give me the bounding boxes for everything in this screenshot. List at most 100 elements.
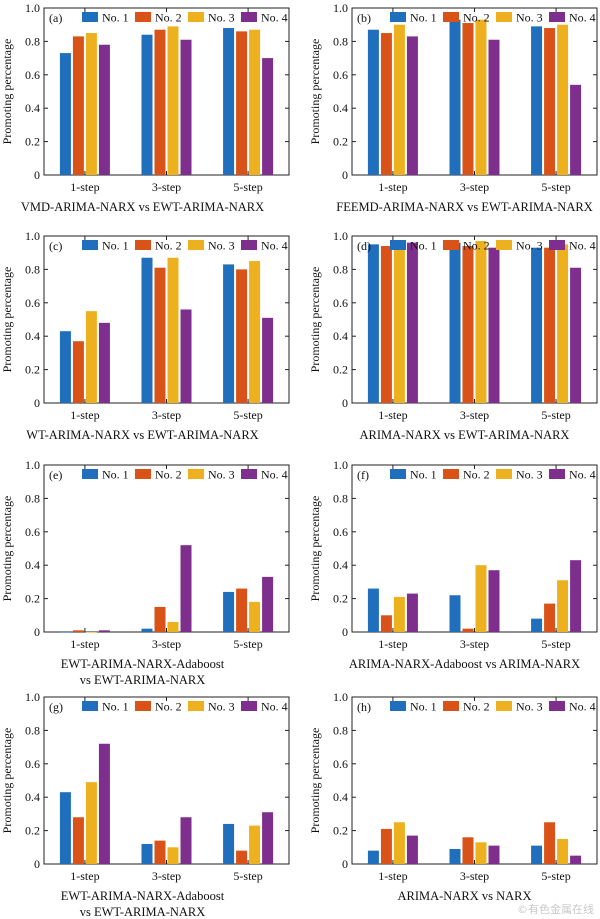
legend-swatch [82, 469, 98, 479]
panel-g: 0 0.2 0.4 0.6 0.8 1.0 Promoting percentage 1-st… [0, 690, 290, 919]
legend-label: No. 1 [410, 700, 437, 714]
panel-h: 0 0.2 0.4 0.6 0.8 1.0 Promoting percentage 1-st… [308, 690, 598, 903]
x-tick-label: 3-step [152, 180, 181, 194]
panel-label: (e) [49, 468, 62, 482]
x-tick-label: 5-step [233, 180, 262, 194]
x-tick-label: 1-step [378, 180, 407, 194]
y-tick-label: 0.8 [25, 491, 40, 505]
y-tick-label: 0.4 [333, 329, 348, 343]
bar-no2-5-step [544, 247, 556, 403]
y-tick-label: 0.2 [25, 135, 40, 149]
legend-label: No. 3 [208, 11, 235, 25]
panel-label: (h) [357, 700, 371, 714]
legend-swatch [241, 469, 257, 479]
legend-label: No. 3 [208, 239, 235, 253]
bar-no3-3-step [167, 26, 179, 176]
panel-b: 0 0.2 0.4 0.6 0.8 1.0 Promoting percentage 1-st… [308, 1, 598, 214]
legend-label: No. 1 [102, 468, 129, 482]
bar-no4-1-step [406, 242, 418, 403]
bar-no1-3-step [449, 848, 461, 864]
bar-no2-5-step [544, 603, 556, 632]
panel-caption: ARIMA-NARX-Adaboost vs ARIMA-NARX [349, 657, 580, 671]
legend-label: No. 4 [261, 468, 288, 482]
bar-no1-1-step [367, 244, 379, 403]
bar-no2-5-step [236, 31, 248, 175]
panel-f: 0 0.2 0.4 0.6 0.8 1.0 Promoting percentage 1-st… [308, 458, 598, 671]
panel-d: 0 0.2 0.4 0.6 0.8 1.0 Promoting percentage 1-st… [308, 229, 598, 442]
bar-no1-3-step [141, 257, 153, 403]
y-tick-label: 0 [34, 168, 40, 182]
bar-no1-5-step [531, 845, 543, 864]
x-tick-label: 1-step [378, 869, 407, 883]
bar-no2-1-step [380, 33, 392, 175]
bar-no1-1-step [59, 792, 71, 864]
legend-swatch [390, 701, 406, 711]
bar-no1-3-step [449, 595, 461, 632]
legend-swatch [135, 12, 151, 22]
legend-label: No. 3 [516, 468, 543, 482]
x-tick-label: 5-step [541, 637, 570, 651]
x-tick-label: 5-step [541, 869, 570, 883]
panel-label: (c) [49, 239, 62, 253]
x-tick-label: 5-step [233, 408, 262, 422]
x-tick-label: 1-step [70, 408, 99, 422]
x-tick-label: 5-step [541, 180, 570, 194]
bar-no4-3-step [180, 545, 192, 632]
y-tick-label: 0.6 [25, 68, 40, 82]
y-tick-label: 0 [34, 857, 40, 871]
legend-label: No. 1 [410, 239, 437, 253]
x-tick-label: 3-step [460, 637, 489, 651]
bar-no1-3-step [141, 34, 153, 175]
bar-no4-1-step [406, 835, 418, 864]
y-tick-label: 0.2 [333, 135, 348, 149]
bar-no4-1-step [98, 743, 110, 864]
y-tick-label: 0 [342, 168, 348, 182]
y-tick-label: 1.0 [25, 1, 40, 15]
bar-no2-3-step [462, 837, 474, 864]
panel-e: 0 0.2 0.4 0.6 0.8 1.0 Promoting percentage 1-st… [0, 458, 290, 687]
bar-no2-5-step [236, 588, 248, 632]
y-tick-label: 0.2 [333, 824, 348, 838]
bar-no2-3-step [462, 628, 474, 632]
bar-no4-3-step [180, 309, 192, 403]
panel-label: (d) [357, 239, 371, 253]
bar-no3-5-step [249, 825, 261, 864]
legend-label: No. 3 [516, 239, 543, 253]
x-tick-label: 5-step [541, 408, 570, 422]
bar-no3-3-step [475, 565, 487, 632]
bar-no4-1-step [98, 44, 110, 175]
legend-swatch [188, 12, 204, 22]
y-tick-label: 0.4 [25, 790, 40, 804]
y-tick-label: 0 [342, 396, 348, 410]
y-tick-label: 0.8 [333, 723, 348, 737]
legend-swatch [549, 469, 565, 479]
bar-no4-3-step [488, 570, 500, 632]
legend-label: No. 2 [463, 468, 490, 482]
bar-no1-5-step [223, 264, 235, 403]
legend-swatch [188, 469, 204, 479]
bar-no3-5-step [249, 261, 261, 403]
bar-no3-1-step [393, 241, 405, 403]
y-tick-label: 1.0 [333, 458, 348, 472]
legend-label: No. 3 [516, 11, 543, 25]
y-tick-label: 0.8 [25, 34, 40, 48]
panel-caption: vs EWT-ARIMA-NARX [80, 673, 206, 687]
legend-label: No. 1 [102, 700, 129, 714]
bar-no1-5-step [531, 247, 543, 403]
bar-no2-1-step [380, 246, 392, 403]
y-tick-label: 1.0 [333, 690, 348, 704]
legend-swatch [443, 12, 459, 22]
y-tick-label: 0 [342, 625, 348, 639]
legend-label: No. 3 [208, 468, 235, 482]
y-tick-label: 0.6 [25, 757, 40, 771]
y-tick-label: 0 [34, 625, 40, 639]
legend-swatch [135, 701, 151, 711]
legend-label: No. 2 [155, 700, 182, 714]
y-axis-title: Promoting percentage [308, 267, 322, 373]
y-tick-label: 0.4 [333, 558, 348, 572]
bar-no4-3-step [488, 39, 500, 176]
legend-swatch [241, 12, 257, 22]
legend-swatch [496, 240, 512, 250]
y-axis-title: Promoting percentage [308, 39, 322, 145]
